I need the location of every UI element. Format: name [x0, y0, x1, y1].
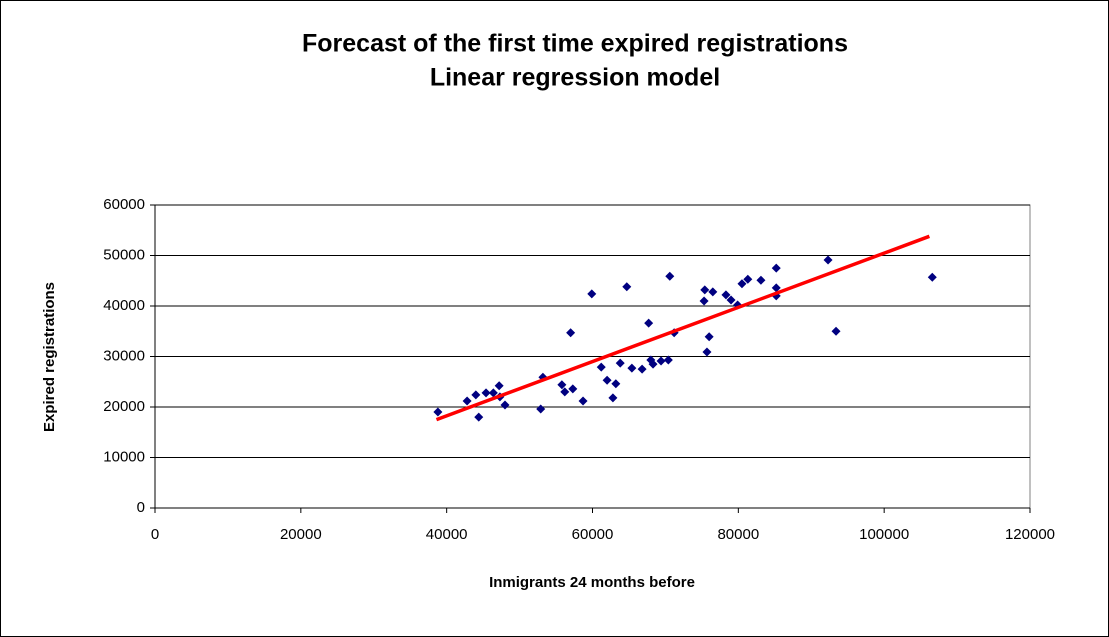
data-point	[433, 407, 443, 417]
data-point	[743, 274, 753, 284]
y-axis-title: Expired registrations	[41, 282, 58, 432]
data-point	[665, 271, 675, 281]
data-point	[566, 328, 576, 338]
data-point	[608, 393, 618, 403]
data-point	[560, 387, 570, 397]
data-point	[831, 326, 841, 336]
data-point	[474, 412, 484, 422]
data-point	[721, 290, 731, 300]
x-tick-label: 120000	[1005, 526, 1055, 543]
data-point	[648, 359, 658, 369]
data-point	[596, 362, 606, 372]
data-point	[557, 380, 567, 390]
data-point	[622, 282, 632, 292]
trend-line	[435, 234, 930, 422]
data-point	[587, 289, 597, 299]
data-point	[708, 287, 718, 297]
x-tick-label: 100000	[859, 526, 909, 543]
y-tick-label: 20000	[103, 398, 145, 415]
x-axis-title: Inmigrants 24 months before	[489, 574, 695, 591]
x-tick-label: 60000	[572, 526, 614, 543]
data-point	[699, 296, 709, 306]
data-point	[726, 295, 736, 305]
x-tick-label: 40000	[426, 526, 468, 543]
data-point	[663, 355, 673, 365]
y-tick-label: 60000	[103, 196, 145, 213]
data-point	[756, 275, 766, 285]
data-point	[578, 396, 588, 406]
data-point	[927, 272, 937, 282]
data-point	[737, 279, 747, 289]
data-point	[637, 364, 647, 374]
data-point	[462, 396, 472, 406]
data-point	[627, 363, 637, 373]
data-point	[704, 332, 714, 342]
data-point	[568, 384, 578, 394]
data-point	[771, 283, 781, 293]
data-point	[702, 347, 712, 357]
data-point	[536, 404, 546, 414]
y-tick-label: 40000	[103, 297, 145, 314]
data-point	[488, 388, 498, 398]
data-point	[602, 375, 612, 385]
data-point	[481, 388, 491, 398]
y-tick-label: 10000	[103, 448, 145, 465]
y-tick-label: 30000	[103, 347, 145, 364]
data-point	[494, 381, 504, 391]
chart-title: Linear regression model	[430, 64, 720, 92]
data-point	[615, 358, 625, 368]
data-point	[644, 318, 654, 328]
data-point	[771, 263, 781, 273]
data-point	[656, 356, 666, 366]
x-tick-label: 80000	[717, 526, 759, 543]
y-tick-label: 0	[137, 499, 145, 516]
data-point	[471, 390, 481, 400]
chart-title: Forecast of the first time expired regis…	[302, 30, 848, 58]
data-point	[500, 400, 510, 410]
x-tick-label: 0	[151, 526, 159, 543]
x-tick-label: 20000	[280, 526, 322, 543]
data-point	[823, 255, 833, 265]
y-tick-label: 50000	[103, 246, 145, 263]
data-point	[700, 285, 710, 295]
data-point	[611, 379, 621, 389]
